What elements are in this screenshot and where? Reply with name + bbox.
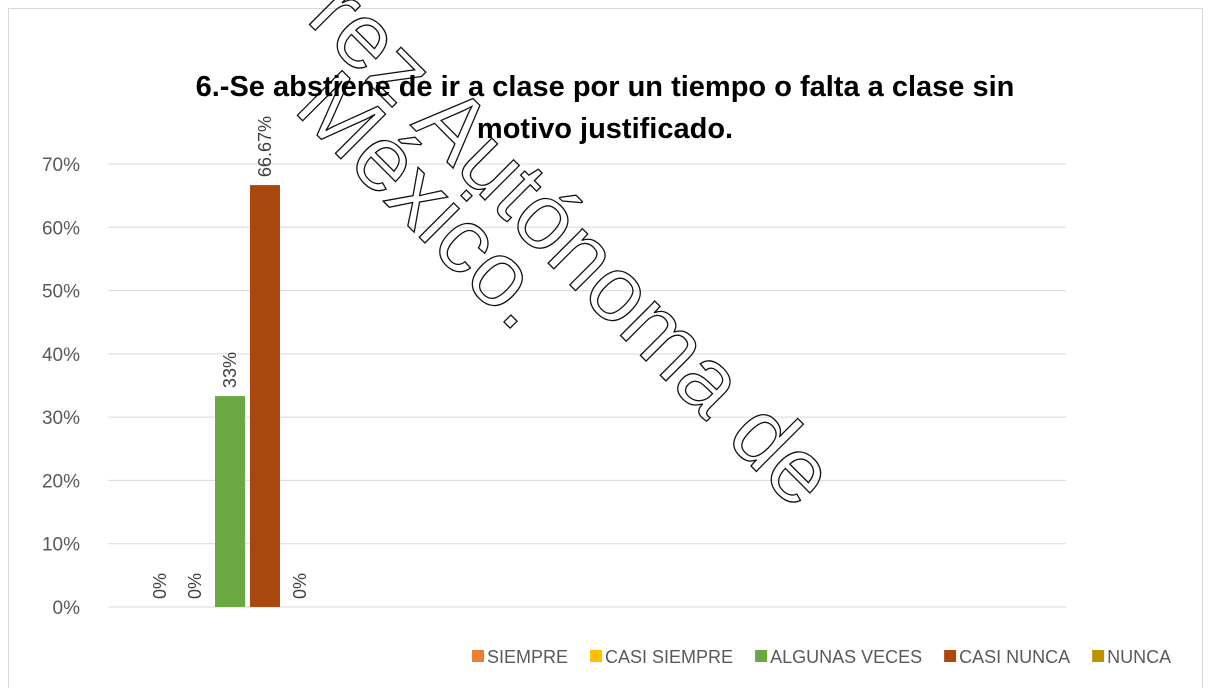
bar	[250, 185, 280, 607]
data-label: 33%	[220, 352, 240, 388]
data-label: 0%	[290, 573, 310, 599]
y-tick-label: 20%	[42, 471, 80, 492]
legend-swatch	[1092, 650, 1105, 662]
data-label: 66.67%	[255, 116, 275, 177]
bars: 0% 0% 33% 66.67% 0%	[150, 116, 310, 607]
bar	[215, 396, 245, 607]
y-tick-label: 70%	[42, 155, 80, 176]
y-tick-label: 50%	[42, 282, 80, 303]
legend-swatch	[755, 650, 768, 662]
legend: SIEMPRE CASI SIEMPRE ALGUNAS VECES CASI NUN…	[472, 647, 1171, 667]
legend-label: CASI NUNCA	[959, 647, 1070, 667]
y-tick-label: 60%	[42, 218, 80, 239]
legend-label: NUNCA	[1107, 647, 1171, 667]
y-tick-label: 10%	[42, 535, 80, 556]
chart-title: 6.-Se abstiene de ir a clase por un tiem…	[195, 71, 1015, 145]
y-tick-label: 40%	[42, 345, 80, 366]
legend-swatch	[590, 650, 603, 662]
y-tick-label: 0%	[53, 598, 81, 619]
data-label: 0%	[185, 573, 205, 599]
legend-swatch	[472, 650, 484, 662]
legend-label: ALGUNAS VECES	[770, 647, 922, 667]
chart-border	[8, 8, 1203, 688]
legend-label: SIEMPRE	[487, 647, 568, 667]
legend-swatch	[944, 650, 957, 662]
legend-label: CASI SIEMPRE	[605, 647, 733, 667]
y-tick-label: 30%	[42, 408, 80, 429]
data-label: 0%	[150, 573, 170, 599]
